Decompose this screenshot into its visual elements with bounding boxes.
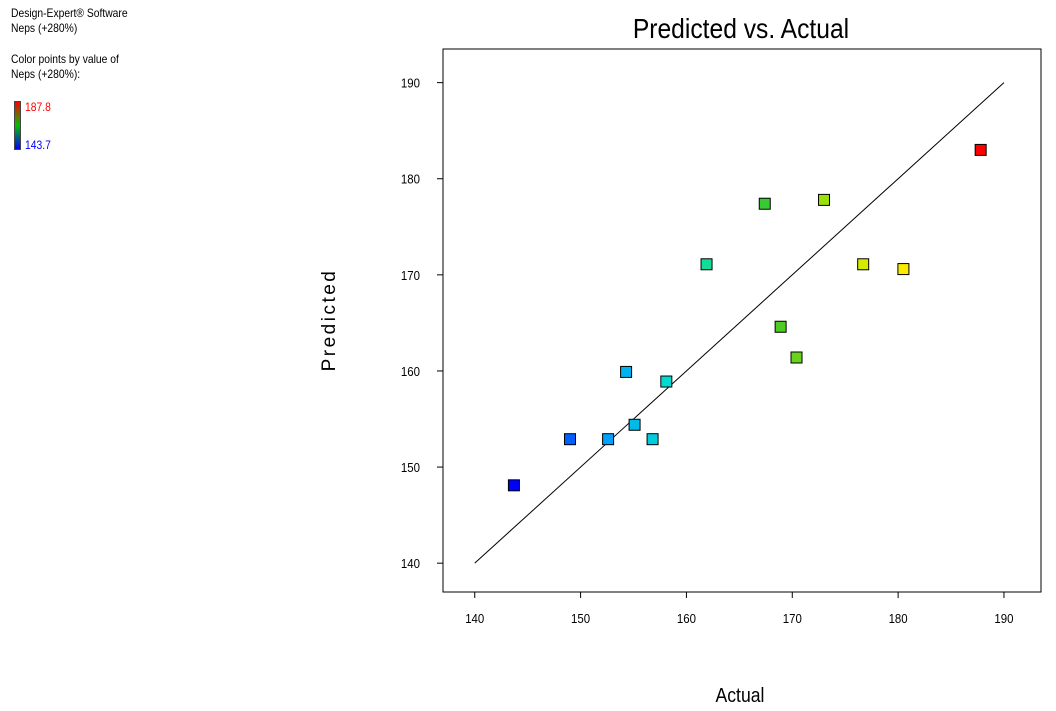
data-point-4 xyxy=(628,418,641,431)
data-point-5 xyxy=(646,433,659,446)
data-points xyxy=(507,143,987,492)
y-tick-label-2: 160 xyxy=(401,364,420,379)
x-tick-label-2: 160 xyxy=(677,611,696,626)
data-point-12 xyxy=(857,258,870,271)
data-point-14 xyxy=(974,143,987,156)
data-point-1 xyxy=(564,433,577,446)
y-tick-label-0: 140 xyxy=(401,556,420,571)
color-note-line1: Color points by value of xyxy=(11,52,119,66)
response-name: Neps (+280%) xyxy=(11,21,78,35)
data-point-0 xyxy=(507,479,520,492)
x-axis-label: Actual xyxy=(716,684,765,706)
legend-max-value: 187.8 xyxy=(25,100,51,114)
color-note-line2: Neps (+280%): xyxy=(11,67,81,81)
axis-ticks: 140 150 160 170 180 190 140 150 160 170 180 190 xyxy=(401,76,1014,626)
y-axis-label: Predicted xyxy=(319,269,340,372)
chart-title: Predicted vs. Actual xyxy=(633,13,849,45)
x-tick-label-3: 170 xyxy=(783,611,802,626)
y-tick-label-1: 150 xyxy=(401,460,420,475)
data-point-13 xyxy=(897,263,910,276)
data-point-10 xyxy=(790,351,803,364)
data-point-3 xyxy=(620,365,633,378)
x-tick-label-1: 150 xyxy=(571,611,590,626)
data-point-8 xyxy=(758,197,771,210)
data-point-6 xyxy=(660,375,673,388)
y-tick-label-3: 170 xyxy=(401,268,420,283)
x-tick-label-5: 190 xyxy=(994,611,1013,626)
color-scale-bar xyxy=(14,101,21,150)
x-tick-label-4: 180 xyxy=(889,611,908,626)
legend-min-value: 143.7 xyxy=(25,138,51,152)
data-point-2 xyxy=(602,433,615,446)
data-point-11 xyxy=(818,193,831,206)
data-point-9 xyxy=(774,320,787,333)
software-name: Design-Expert® Software xyxy=(11,6,128,20)
sidebar-info: Design-Expert® Software Neps (+280%) Col… xyxy=(11,6,128,82)
x-tick-label-0: 140 xyxy=(465,611,484,626)
plot-area xyxy=(442,48,1042,593)
data-point-7 xyxy=(700,258,713,271)
y-tick-label-4: 180 xyxy=(401,172,420,187)
y-tick-label-5: 190 xyxy=(401,76,420,91)
reference-line xyxy=(474,82,1005,564)
